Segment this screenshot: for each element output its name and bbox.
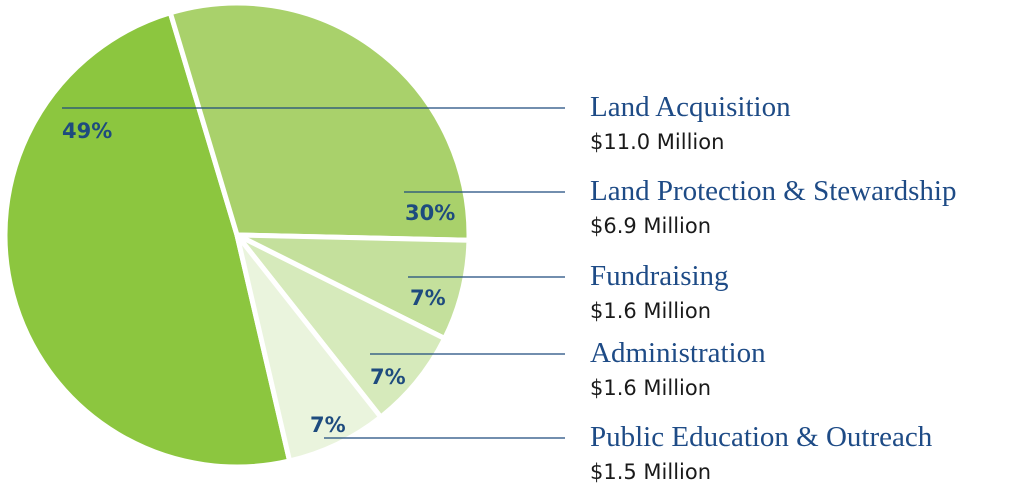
percent-label: 7% — [310, 413, 346, 437]
percent-label: 7% — [370, 365, 406, 389]
legend-label: Administration — [590, 337, 766, 369]
percent-label: 49% — [62, 119, 112, 143]
percent-label: 7% — [410, 286, 446, 310]
legend-label: Fundraising — [590, 260, 729, 292]
legend-label: Land Protection & Stewardship — [590, 175, 956, 207]
legend-label: Public Education & Outreach — [590, 421, 933, 453]
pie-slice — [2, 10, 293, 470]
amount-label: $1.5 Million — [590, 460, 711, 484]
amount-label: $11.0 Million — [590, 130, 724, 154]
legend-label: Land Acquisition — [590, 91, 791, 123]
amount-label: $1.6 Million — [590, 376, 711, 400]
amount-label: $1.6 Million — [590, 299, 711, 323]
percent-label: 30% — [405, 201, 455, 225]
pie-slice — [234, 232, 384, 464]
pie-slice — [167, 0, 472, 243]
amount-label: $6.9 Million — [590, 214, 711, 238]
